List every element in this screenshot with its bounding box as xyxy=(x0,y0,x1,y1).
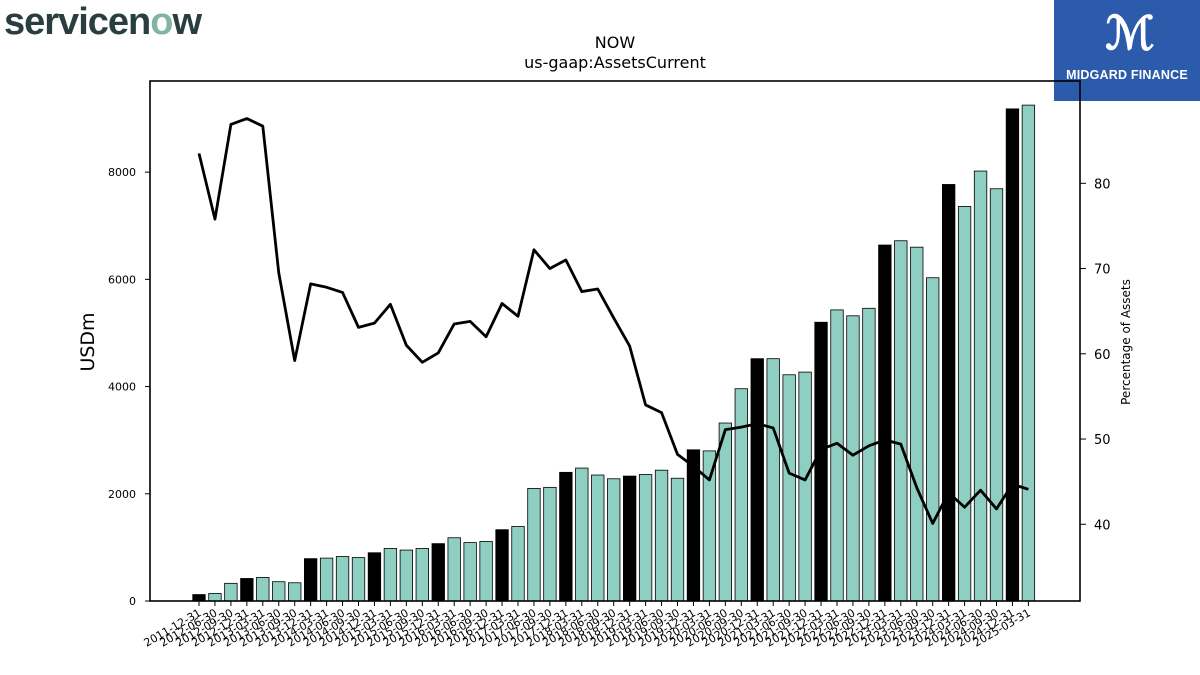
y-tick-label: 8000 xyxy=(108,166,136,179)
y2-tick-label: 40 xyxy=(1094,518,1111,533)
bar xyxy=(638,474,653,602)
bar xyxy=(495,529,509,602)
bar xyxy=(527,488,541,602)
bar xyxy=(335,556,350,602)
partner-logo-text: MIDGARD FINANCE xyxy=(1066,68,1188,82)
bar xyxy=(415,548,429,602)
bar xyxy=(846,315,860,602)
bar xyxy=(303,558,318,602)
bar-series xyxy=(192,104,1036,602)
bar xyxy=(718,422,732,602)
y-tick-label: 2000 xyxy=(108,488,136,501)
bar xyxy=(256,577,270,602)
y-axis-label: USDm xyxy=(77,312,99,371)
bar xyxy=(670,477,685,602)
bar xyxy=(1021,104,1036,602)
y-tick-label: 4000 xyxy=(108,381,136,394)
plot-frame xyxy=(149,80,1081,602)
bar xyxy=(575,467,589,602)
bar xyxy=(973,170,988,602)
bar xyxy=(399,549,414,602)
bar xyxy=(894,240,908,602)
bar xyxy=(367,552,382,602)
bar xyxy=(623,475,637,602)
bar xyxy=(782,374,796,602)
bar xyxy=(319,557,334,602)
bar xyxy=(272,581,286,602)
chart-subtitle: us-gaap:AssetsCurrent xyxy=(524,53,706,72)
bar xyxy=(431,543,445,602)
bar xyxy=(383,548,398,602)
y2-tick-label: 60 xyxy=(1094,348,1111,363)
bar xyxy=(654,469,669,602)
y2-tick-label: 50 xyxy=(1094,433,1111,448)
bar xyxy=(543,486,557,602)
bar xyxy=(830,309,844,602)
bar xyxy=(607,478,621,602)
bar xyxy=(878,244,892,602)
y2-tick-label: 80 xyxy=(1094,177,1111,192)
bar xyxy=(591,474,605,602)
bar xyxy=(686,449,701,602)
percentage-line xyxy=(197,117,1029,525)
bar xyxy=(750,358,764,602)
bar xyxy=(559,471,573,602)
bar xyxy=(910,246,924,602)
bar xyxy=(240,578,254,602)
bar xyxy=(208,593,222,602)
midgard-finance-logo: ℳ MIDGARD FINANCE xyxy=(1054,0,1200,101)
chart-title: NOW xyxy=(595,33,636,52)
midgard-mark-icon: ℳ xyxy=(1105,6,1154,60)
bar xyxy=(351,557,366,602)
bar xyxy=(926,277,940,602)
bar xyxy=(1005,108,1020,602)
bar xyxy=(702,450,717,602)
y2-axis-label: Percentage of Assets xyxy=(1119,279,1133,405)
bar xyxy=(862,307,876,602)
bar xyxy=(224,582,238,602)
bar xyxy=(511,526,525,602)
y2-tick-label: 70 xyxy=(1094,263,1111,278)
line-series xyxy=(197,117,1029,525)
bar xyxy=(989,188,1004,602)
bar xyxy=(463,542,477,602)
bar xyxy=(942,184,956,602)
y-tick-label: 0 xyxy=(129,595,136,608)
bar xyxy=(766,358,780,602)
bar xyxy=(798,371,812,602)
bar xyxy=(447,537,461,602)
bar xyxy=(814,321,828,602)
axes: 0200040006000800040506070802011-12-31201… xyxy=(108,80,1111,650)
servicenow-logo: servicenow xyxy=(4,1,202,43)
bar xyxy=(734,388,748,602)
bar xyxy=(288,582,302,602)
bar xyxy=(957,206,972,602)
y-tick-label: 6000 xyxy=(108,273,136,286)
bar xyxy=(192,594,206,602)
bar xyxy=(479,541,493,602)
